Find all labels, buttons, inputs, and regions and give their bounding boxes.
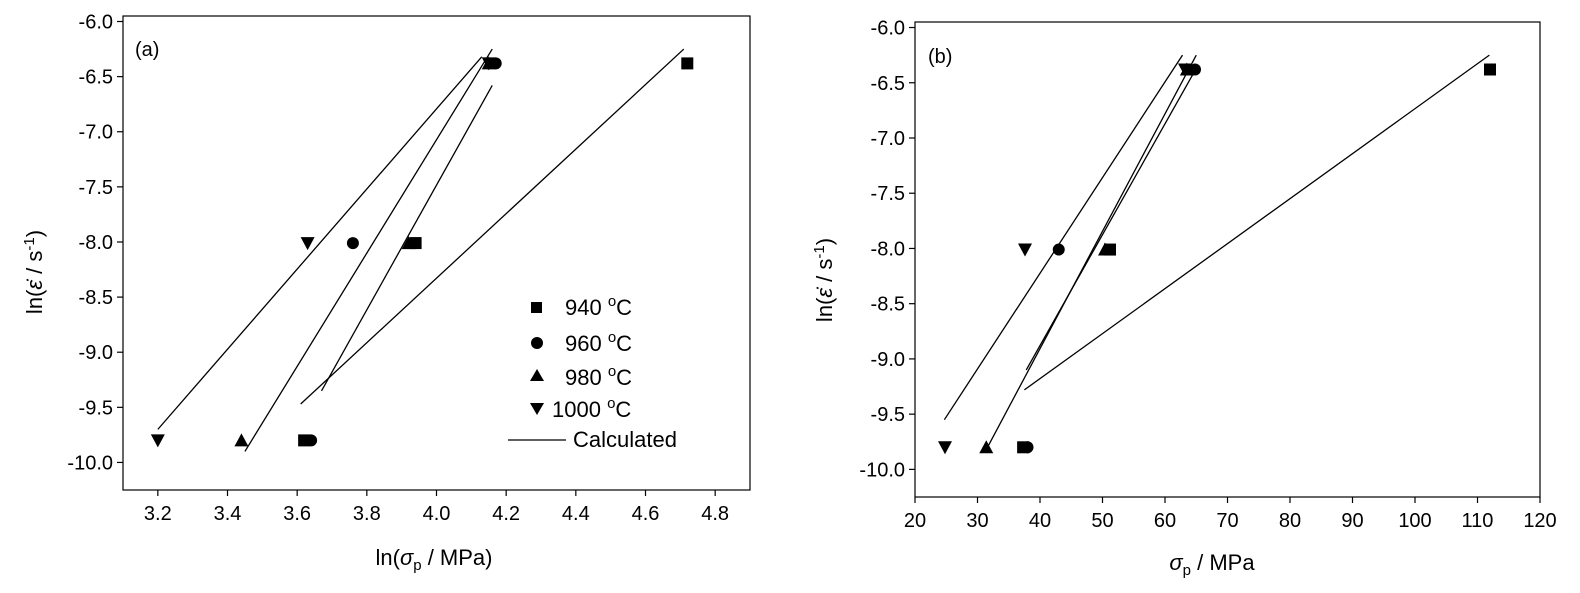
data-point-triangle-down [1018, 243, 1032, 257]
x-axis-title-a: ln(σp / MPa) [376, 545, 493, 574]
data-point-circle [1052, 243, 1065, 256]
ticks-a: 3.2 3.4 3.6 3.8 4.0 4.2 4.4 4.6 4.8 -6.0 -6.5 -7.0 -… [67, 12, 729, 525]
data-point-triangle-up [401, 236, 416, 250]
data-point-square [1484, 63, 1496, 76]
x-tick-label: 20 [904, 510, 926, 532]
x-tick-label: 40 [1029, 510, 1051, 532]
data-point-circle [305, 434, 318, 447]
legend-marker-triangle-down [530, 403, 544, 415]
calculated-line [244, 48, 493, 452]
ticks-b: 20 30 40 50 60 70 80 90 100 110 120 -6.0 -6.5 -7.0 -7.… [859, 18, 1556, 532]
data-points-a [150, 56, 694, 448]
calculated-line [1023, 54, 1490, 391]
x-tick-label: 4.4 [562, 503, 590, 525]
legend-entry-940: 940 oC [565, 293, 632, 320]
calculated-line [320, 85, 493, 392]
panel-label-a: (a) [135, 39, 159, 61]
x-tick-label: 4.6 [632, 503, 660, 525]
y-axis-title-b: ln(ε̇ / s-1) [811, 238, 837, 322]
calculated-line [157, 56, 483, 430]
panel-label-b: (b) [928, 46, 952, 68]
x-tick-label: 3.8 [353, 503, 381, 525]
y-tick-label: -7.0 [79, 122, 113, 144]
data-point-triangle-up [979, 440, 994, 454]
y-tick-label: -9.0 [871, 349, 905, 371]
legend-entry-calculated: Calculated [573, 427, 677, 452]
x-tick-label: 50 [1091, 510, 1113, 532]
calculated-line [986, 54, 1197, 448]
y-tick-label: -10.0 [859, 459, 905, 481]
calculated-line [1025, 73, 1194, 371]
data-point-triangle-down [150, 434, 165, 448]
y-tick-label: -6.0 [79, 12, 113, 34]
y-tick-label: -8.0 [79, 232, 113, 254]
legend-entry-980: 980 oC [565, 363, 632, 390]
x-tick-label: 3.2 [144, 503, 172, 525]
y-tick-label: -9.5 [871, 404, 905, 426]
y-tick-label: -7.5 [871, 183, 905, 205]
y-tick-label: -8.5 [79, 287, 113, 309]
data-point-triangle-up [234, 433, 249, 447]
data-point-triangle-down [481, 57, 496, 71]
x-tick-label: 70 [1216, 510, 1238, 532]
x-tick-label: 4.2 [492, 503, 520, 525]
calculated-line [300, 48, 685, 405]
calculated-line [943, 54, 1184, 421]
x-tick-label: 120 [1523, 510, 1556, 532]
y-tick-label: -8.0 [871, 238, 905, 260]
legend-entry-1000: 1000 oC [552, 395, 631, 422]
x-tick-label: 4.0 [423, 503, 451, 525]
x-tick-label: 30 [966, 510, 988, 532]
data-point-square [681, 57, 694, 70]
y-tick-label: -7.0 [871, 128, 905, 150]
x-tick-label: 4.8 [701, 503, 729, 525]
legend-marker-circle [531, 337, 543, 349]
y-tick-label: -10.0 [67, 452, 113, 474]
x-tick-label: 100 [1398, 510, 1431, 532]
calculated-lines-a [157, 48, 685, 452]
panel-b: 20 30 40 50 60 70 80 90 100 110 120 -6.0 -6.5 -7.0 -7.… [811, 18, 1557, 579]
x-axis-title-b: σp / MPa [1169, 550, 1255, 579]
legend: 940 oC 960 oC 980 oC 1000 oC Calculated [508, 293, 677, 452]
data-point-triangle-down [1178, 63, 1192, 77]
y-tick-label: -9.5 [79, 397, 113, 419]
data-point-circle [346, 237, 359, 250]
y-tick-label: -9.0 [79, 342, 113, 364]
data-point-triangle-down [938, 441, 952, 455]
legend-marker-square [531, 302, 542, 313]
panel-a: 3.2 3.4 3.6 3.8 4.0 4.2 4.4 4.6 4.8 -6.0 -6.5 -7.0 -… [21, 12, 751, 574]
x-tick-label: 90 [1341, 510, 1363, 532]
y-axis-title-a: ln(ε̇ / s-1) [21, 230, 47, 314]
data-point-circle [1021, 441, 1034, 454]
x-tick-label: 80 [1279, 510, 1301, 532]
x-tick-label: 3.4 [214, 503, 242, 525]
x-tick-label: 60 [1154, 510, 1176, 532]
y-tick-label: -8.5 [871, 294, 905, 316]
plot-frame-a [122, 15, 751, 491]
y-tick-label: -6.5 [79, 67, 113, 89]
data-point-triangle-down [300, 237, 315, 251]
calculated-lines-b [943, 54, 1490, 448]
legend-entry-960: 960 oC [565, 329, 632, 356]
x-tick-label: 3.6 [283, 503, 311, 525]
y-tick-label: -6.5 [871, 73, 905, 95]
x-tick-label: 110 [1462, 510, 1494, 532]
legend-marker-triangle-up [530, 369, 544, 381]
y-tick-label: -6.0 [871, 18, 905, 40]
data-point-triangle-up [1098, 242, 1112, 256]
plot-frame-b [914, 21, 1541, 498]
data-points-b [938, 62, 1496, 455]
y-tick-label: -7.5 [79, 177, 113, 199]
